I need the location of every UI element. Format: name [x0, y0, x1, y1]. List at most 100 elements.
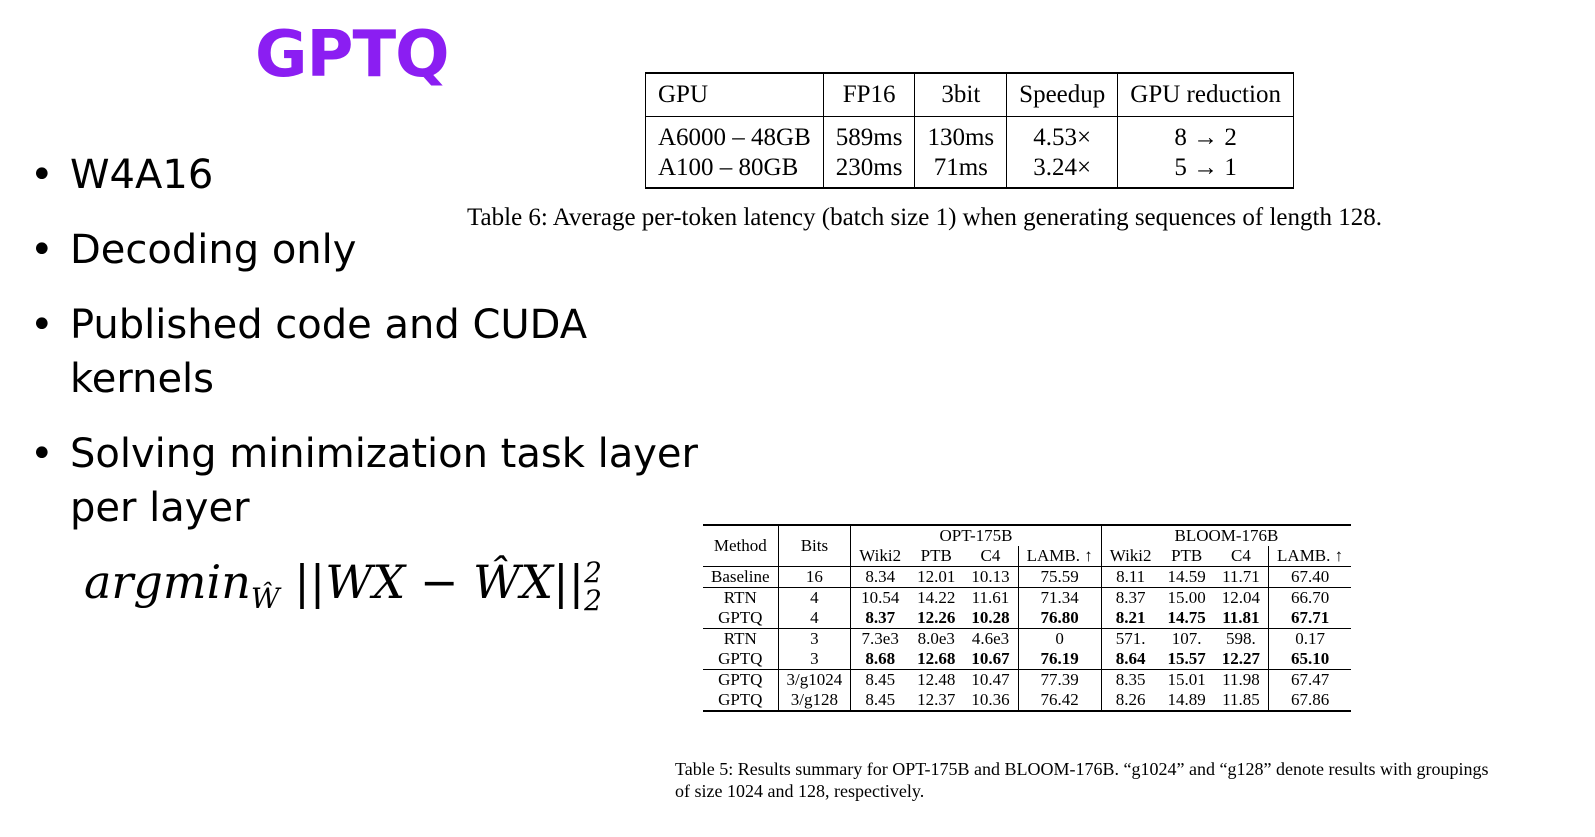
- bits-cell: 3: [777, 649, 851, 670]
- bold-value: 8.68: [865, 649, 896, 668]
- value-cell: 15.57: [1160, 649, 1214, 670]
- value-cell: 76.19: [1017, 649, 1102, 670]
- value-cell: 8.37: [1100, 587, 1160, 608]
- value-cell: 0: [1017, 628, 1102, 649]
- value-cell: 11.81: [1214, 608, 1269, 629]
- bold-value: 12.68: [917, 649, 956, 668]
- subheader-cell: C4: [963, 546, 1019, 567]
- bold-value: 15.57: [1167, 649, 1206, 668]
- value-cell: 8.21: [1100, 608, 1160, 629]
- header-bits: Bits: [777, 525, 851, 567]
- method-cell: GPTQ: [703, 669, 779, 690]
- value-cell: 67.40: [1268, 566, 1352, 588]
- cell: A100 – 80GB: [645, 153, 824, 188]
- table5-caption: Table 5: Results summary for OPT-175B an…: [675, 759, 1489, 801]
- value-cell: 66.70: [1268, 587, 1352, 608]
- table-row: Baseline 16 8.34 12.01 10.13 75.59 8.11 14.59 11…: [703, 566, 1352, 588]
- value-cell: 14.75: [1160, 608, 1214, 629]
- bits-cell: 3: [777, 628, 851, 649]
- subheader-cell: LAMB. ↑: [1017, 546, 1102, 567]
- value-cell: 10.13: [963, 566, 1019, 588]
- table-row: GPTQ 3/g128 8.45 12.37 10.36 76.42 8.26 14.89 11…: [703, 690, 1352, 711]
- header-method: Method: [703, 525, 779, 567]
- latency-table: GPU FP16 3bit Speedup GPU reduction A600…: [645, 72, 1294, 189]
- cell: 130ms: [914, 116, 1007, 153]
- value-cell: 76.42: [1017, 690, 1102, 711]
- value-cell: 7.3e3: [850, 628, 910, 649]
- header-speedup: Speedup: [1006, 73, 1118, 117]
- value-cell: 75.59: [1017, 566, 1102, 588]
- subheader-cell: C4: [1213, 546, 1269, 567]
- value-cell: 10.36: [971, 690, 1010, 709]
- value-cell: 8.35: [1100, 669, 1160, 690]
- value-cell: 10.47: [963, 669, 1019, 690]
- cell: 71ms: [914, 153, 1007, 188]
- value-cell: 11.98: [1213, 669, 1269, 690]
- value-cell: 0.17: [1268, 628, 1352, 649]
- value-cell: 598.: [1213, 628, 1269, 649]
- slide-title: GPTQ: [255, 18, 449, 92]
- bullet-list: W4A16 Decoding only Published code and C…: [30, 148, 710, 556]
- bold-value: 12.26: [917, 608, 956, 627]
- cell: 5 → 1: [1117, 153, 1294, 188]
- method-cell: Baseline: [703, 566, 779, 588]
- value-cell: 10.67: [963, 649, 1018, 670]
- value-cell: 8.45: [850, 690, 910, 711]
- table-row: GPTQ 3/g1024 8.45 12.48 10.47 77.39 8.35 15.01 1…: [703, 669, 1352, 690]
- value-cell: 8.37: [850, 608, 910, 629]
- header-gpu-reduction: GPU reduction: [1117, 73, 1294, 117]
- cell: 4.53×: [1006, 116, 1118, 153]
- value-cell: 77.39: [1017, 669, 1102, 690]
- table-row: A6000 – 48GB 589ms 130ms 4.53× 8 → 2: [645, 116, 1294, 153]
- cell: 230ms: [822, 153, 915, 188]
- value-cell: 67.86: [1268, 690, 1352, 711]
- table6-caption: Table 6: Average per-token latency (batc…: [467, 204, 1382, 231]
- value-cell: 4.6e3: [963, 628, 1019, 649]
- bits-cell: 4: [777, 608, 851, 629]
- value-cell: 12.27: [1214, 649, 1269, 670]
- value-cell: 14.59: [1159, 566, 1214, 588]
- bold-value: 8.37: [865, 608, 896, 627]
- value-cell: 76.80: [1017, 608, 1102, 629]
- bits-cell: 3/g128: [777, 690, 851, 711]
- results-table: Method Bits OPT-175B BLOOM-176B Wiki2 PTB…: [703, 524, 1352, 712]
- subheader-cell: PTB: [909, 546, 964, 567]
- subheader-cell: Wiki2: [850, 546, 910, 567]
- value-cell: 14.89: [1167, 690, 1206, 709]
- header-fp16: FP16: [822, 73, 915, 117]
- header-gpu: GPU: [645, 73, 824, 117]
- method-cell: RTN: [703, 628, 779, 649]
- table-row: A100 – 80GB 230ms 71ms 3.24× 5 → 1: [645, 153, 1294, 188]
- bold-value: 12.27: [1221, 649, 1261, 668]
- subheader-cell: LAMB. ↑: [1268, 546, 1352, 567]
- header-group-opt: OPT-175B: [850, 525, 1102, 546]
- value-cell: 8.0e3: [909, 628, 964, 649]
- cell: 8 → 2: [1117, 116, 1294, 153]
- bold-value: 76.19: [1040, 649, 1079, 668]
- value-cell: 8.68: [850, 649, 910, 670]
- value-cell: 12.68: [909, 649, 963, 670]
- bold-value: 8.21: [1115, 608, 1146, 627]
- value-cell: 12.04: [1213, 587, 1269, 608]
- formula-body: ||WX − ŴX||: [294, 555, 585, 609]
- value-cell: 67.47: [1268, 669, 1352, 690]
- value-cell: 107.: [1159, 628, 1214, 649]
- value-cell: 8.11: [1100, 566, 1160, 588]
- cell: 3.24×: [1006, 153, 1118, 188]
- formula-subscript: Ŵ: [250, 582, 280, 616]
- table-row: GPTQ 4 8.37 12.26 10.28 76.80 8.21 14.75 11.81 67…: [703, 608, 1352, 629]
- table-row: RTN 3 7.3e3 8.0e3 4.6e3 0 571. 107. 598. 0.17: [703, 628, 1352, 649]
- table-header-row: GPU FP16 3bit Speedup GPU reduction: [645, 73, 1294, 117]
- bits-cell: 16: [777, 566, 851, 588]
- bits-cell: 3/g1024: [777, 669, 851, 690]
- bold-value: 10.28: [971, 608, 1010, 627]
- bullet-item: Decoding only: [30, 223, 710, 277]
- value-cell: 11.71: [1213, 566, 1269, 588]
- formula-op: argmin: [84, 555, 251, 609]
- table-row: RTN 4 10.54 14.22 11.61 71.34 8.37 15.00 12.04 66…: [703, 587, 1352, 608]
- value-cell: 71.34: [1017, 587, 1102, 608]
- formula-sub2: 2: [584, 584, 602, 617]
- bold-value: 11.81: [1222, 608, 1260, 627]
- header-group-bloom: BLOOM-176B: [1100, 525, 1352, 546]
